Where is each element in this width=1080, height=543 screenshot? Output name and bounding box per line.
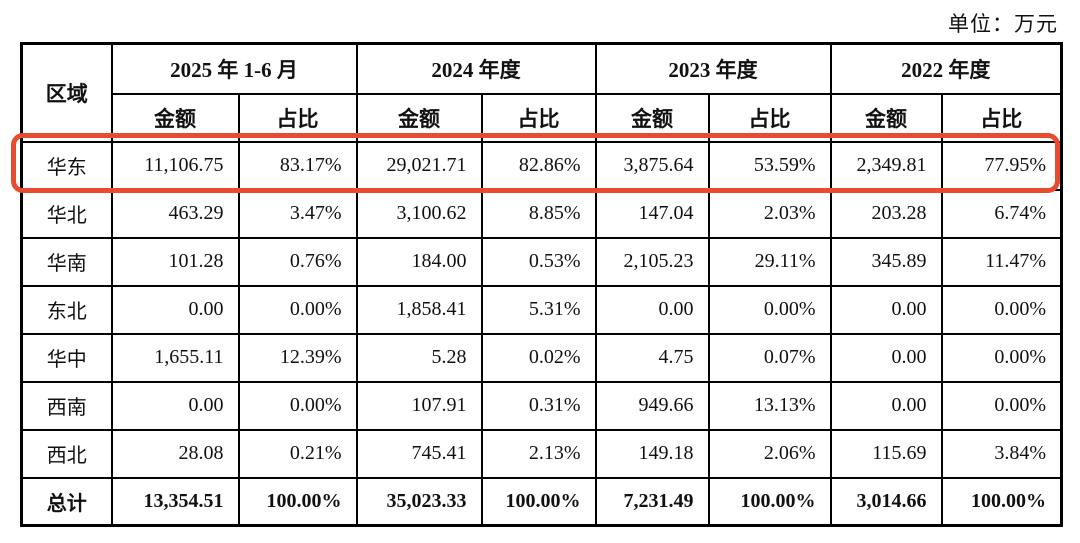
ratio-header: 占比 — [707, 92, 832, 143]
period-header-2025: 2025 年 1-6 月 — [110, 42, 358, 95]
ratio-cell: 0.00% — [707, 284, 832, 335]
amount-cell: 107.91 — [355, 380, 483, 431]
ratio-cell: 29.11% — [707, 236, 832, 287]
region-cell: 总计 — [20, 476, 113, 527]
region-cell: 华中 — [20, 332, 113, 383]
amount-cell: 745.41 — [355, 428, 483, 479]
amount-cell: 147.04 — [594, 188, 710, 239]
ratio-cell: 0.21% — [237, 428, 358, 479]
region-cell: 西南 — [20, 380, 113, 431]
amount-cell: 0.00 — [594, 284, 710, 335]
amount-cell: 11,106.75 — [110, 140, 240, 191]
amount-header: 金额 — [594, 92, 710, 143]
amount-header: 金额 — [355, 92, 483, 143]
data-table: 区域 2025 年 1-6 月 2024 年度 2023 年度 2022 年度 … — [20, 42, 1063, 527]
amount-cell: 0.00 — [829, 284, 943, 335]
amount-header: 金额 — [110, 92, 240, 143]
ratio-cell: 0.07% — [707, 332, 832, 383]
ratio-cell: 0.53% — [480, 236, 597, 287]
amount-cell: 101.28 — [110, 236, 240, 287]
table-body: 华东 11,106.75 83.17% 29,021.71 82.86% 3,875.64… — [20, 140, 1063, 527]
amount-cell: 13,354.51 — [110, 476, 240, 527]
period-header-2022: 2022 年度 — [829, 42, 1063, 95]
ratio-cell: 6.74% — [940, 188, 1063, 239]
ratio-cell: 0.00% — [940, 332, 1063, 383]
amount-cell: 35,023.33 — [355, 476, 483, 527]
amount-cell: 463.29 — [110, 188, 240, 239]
amount-cell: 1,655.11 — [110, 332, 240, 383]
ratio-cell: 11.47% — [940, 236, 1063, 287]
header-group-row: 区域 2025 年 1-6 月 2024 年度 2023 年度 2022 年度 — [20, 42, 1063, 143]
amount-cell: 115.69 — [829, 428, 943, 479]
period-header-2023: 2023 年度 — [594, 42, 832, 95]
ratio-cell: 0.00% — [940, 284, 1063, 335]
table-row: 华东 11,106.75 83.17% 29,021.71 82.86% 3,875.64… — [20, 140, 1063, 191]
amount-cell: 203.28 — [829, 188, 943, 239]
ratio-cell: 0.00% — [940, 380, 1063, 431]
ratio-cell: 0.31% — [480, 380, 597, 431]
region-cell: 东北 — [20, 284, 113, 335]
amount-cell: 28.08 — [110, 428, 240, 479]
unit-label: 单位：万元 — [948, 12, 1058, 36]
ratio-cell: 0.76% — [237, 236, 358, 287]
region-cell: 华南 — [20, 236, 113, 287]
ratio-cell: 100.00% — [237, 476, 358, 527]
ratio-header: 占比 — [237, 92, 358, 143]
amount-cell: 4.75 — [594, 332, 710, 383]
ratio-cell: 77.95% — [940, 140, 1063, 191]
table-row: 华北 463.29 3.47% 3,100.62 8.85% 147.04 2.03% 203… — [20, 188, 1063, 239]
table-row: 西北 28.08 0.21% 745.41 2.13% 149.18 2.06% 115.69… — [20, 428, 1063, 479]
table-row: 西南 0.00 0.00% 107.91 0.31% 949.66 13.13% 0.00 0.… — [20, 380, 1063, 431]
ratio-cell: 2.03% — [707, 188, 832, 239]
ratio-cell: 82.86% — [480, 140, 597, 191]
amount-cell: 149.18 — [594, 428, 710, 479]
region-cell: 华东 — [20, 140, 113, 191]
amount-cell: 7,231.49 — [594, 476, 710, 527]
table-row: 东北 0.00 0.00% 1,858.41 5.31% 0.00 0.00% 0.00 0.0… — [20, 284, 1063, 335]
ratio-cell: 0.00% — [237, 284, 358, 335]
region-revenue-table: 区域 2025 年 1-6 月 2024 年度 2023 年度 2022 年度 … — [20, 42, 1063, 527]
ratio-cell: 5.31% — [480, 284, 597, 335]
ratio-header: 占比 — [480, 92, 597, 143]
region-cell: 华北 — [20, 188, 113, 239]
amount-cell: 2,349.81 — [829, 140, 943, 191]
region-column-header: 区域 — [20, 42, 113, 143]
ratio-cell: 100.00% — [940, 476, 1063, 527]
header-sub-row: 金额 占比 金额 占比 金额 占比 金额 占比 — [22, 92, 1063, 143]
ratio-cell: 0.00% — [237, 380, 358, 431]
total-row: 总计 13,354.51 100.00% 35,023.33 100.00% 7,231.… — [20, 476, 1063, 527]
ratio-cell: 3.47% — [237, 188, 358, 239]
ratio-cell: 8.85% — [480, 188, 597, 239]
amount-cell: 0.00 — [829, 380, 943, 431]
ratio-cell: 83.17% — [237, 140, 358, 191]
amount-cell: 0.00 — [829, 332, 943, 383]
ratio-cell: 12.39% — [237, 332, 358, 383]
amount-cell: 3,875.64 — [594, 140, 710, 191]
amount-cell: 0.00 — [110, 380, 240, 431]
ratio-cell: 3.84% — [940, 428, 1063, 479]
amount-cell: 345.89 — [829, 236, 943, 287]
amount-cell: 949.66 — [594, 380, 710, 431]
ratio-cell: 2.13% — [480, 428, 597, 479]
ratio-cell: 13.13% — [707, 380, 832, 431]
amount-cell: 2,105.23 — [594, 236, 710, 287]
ratio-cell: 0.02% — [480, 332, 597, 383]
amount-header: 金额 — [829, 92, 943, 143]
ratio-cell: 53.59% — [707, 140, 832, 191]
amount-cell: 3,100.62 — [355, 188, 483, 239]
amount-cell: 29,021.71 — [355, 140, 483, 191]
ratio-cell: 100.00% — [707, 476, 832, 527]
amount-cell: 184.00 — [355, 236, 483, 287]
period-header-2024: 2024 年度 — [355, 42, 597, 95]
table-row: 华南 101.28 0.76% 184.00 0.53% 2,105.23 29.11% 34… — [20, 236, 1063, 287]
amount-cell: 1,858.41 — [355, 284, 483, 335]
ratio-cell: 100.00% — [480, 476, 597, 527]
amount-cell: 3,014.66 — [829, 476, 943, 527]
ratio-header: 占比 — [940, 92, 1063, 143]
amount-cell: 5.28 — [355, 332, 483, 383]
region-cell: 西北 — [20, 428, 113, 479]
table-row: 华中 1,655.11 12.39% 5.28 0.02% 4.75 0.07% 0.00 0.… — [20, 332, 1063, 383]
amount-cell: 0.00 — [110, 284, 240, 335]
ratio-cell: 2.06% — [707, 428, 832, 479]
